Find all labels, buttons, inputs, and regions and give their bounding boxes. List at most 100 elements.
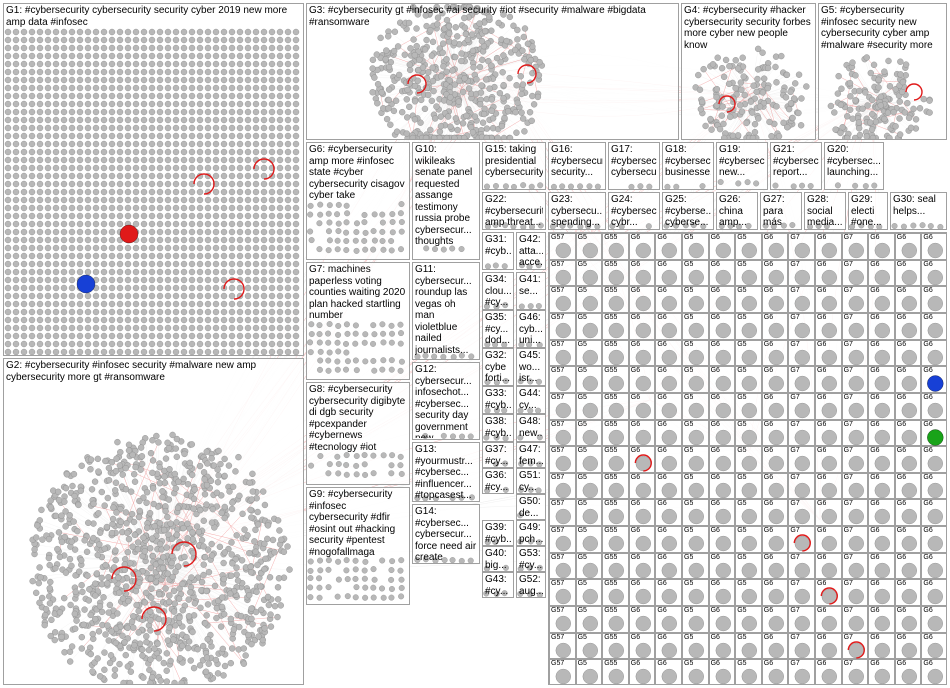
micro-group-cell: G55 — [602, 393, 629, 420]
micro-group-cell: G57 — [549, 526, 576, 553]
micro-group-cell: G6 — [629, 659, 656, 685]
micro-group-cell: G5 — [576, 233, 603, 260]
group-panel-g23: G23: cybersecu... spending... — [548, 192, 606, 230]
micro-group-cell: G5 — [682, 340, 709, 367]
micro-group-cell: G6 — [921, 499, 947, 526]
micro-group-cell: G6 — [762, 446, 789, 473]
micro-group-cell: G6 — [762, 659, 789, 685]
micro-group-cell: G6 — [868, 553, 895, 580]
micro-group-cell: G6 — [815, 313, 842, 340]
micro-group-cell: G5 — [735, 313, 762, 340]
micro-group-cell: G5 — [735, 526, 762, 553]
micro-group-cell: G5 — [576, 553, 603, 580]
micro-group-cell: G5 — [576, 420, 603, 447]
micro-group-cell: G55 — [602, 633, 629, 660]
micro-group-cell: G6 — [895, 313, 922, 340]
group-panel-g7: G7: machines paperless voting counties w… — [306, 262, 410, 380]
group-panel-g46: G46: cyb... uni... — [516, 310, 546, 348]
group-panel-g12: G12: cybersecur... infosechot... #cybers… — [412, 362, 480, 440]
micro-group-cell: G6 — [629, 260, 656, 287]
micro-group-cell: G6 — [762, 233, 789, 260]
micro-group-cell: G55 — [602, 286, 629, 313]
micro-group-cell: G5 — [735, 633, 762, 660]
micro-group-cell: G6 — [895, 340, 922, 367]
small-group-grid: G57G5G55G6G6G5G6G5G6G7G6G7G6G6G6G57G5G55… — [548, 232, 947, 685]
micro-group-cell: G6 — [762, 340, 789, 367]
micro-group-cell: G7 — [788, 499, 815, 526]
micro-group-cell: G6 — [709, 606, 736, 633]
micro-group-cell: G5 — [682, 393, 709, 420]
network-treemap-diagram: G1: #cybersecurity cybersecurity securit… — [0, 0, 950, 688]
micro-group-cell: G7 — [788, 526, 815, 553]
group-panel-g42: G42: atta... acce... — [516, 232, 546, 270]
micro-group-cell: G6 — [895, 260, 922, 287]
micro-group-cell: G57 — [549, 579, 576, 606]
micro-group-cell: G6 — [815, 233, 842, 260]
micro-group-cell: G6 — [868, 313, 895, 340]
micro-group-cell: G6 — [921, 526, 947, 553]
micro-group-cell: G6 — [895, 420, 922, 447]
micro-group-cell: G6 — [709, 340, 736, 367]
micro-group-cell: G6 — [868, 340, 895, 367]
group-panel-g17: G17: #cybersec... cybersecu... — [608, 142, 660, 190]
micro-group-cell: G6 — [709, 313, 736, 340]
micro-group-cell: G57 — [549, 553, 576, 580]
micro-group-cell: G6 — [762, 393, 789, 420]
micro-group-cell: G7 — [842, 366, 869, 393]
micro-group-cell: G7 — [842, 393, 869, 420]
micro-group-cell: G5 — [576, 446, 603, 473]
micro-group-cell: G6 — [655, 286, 682, 313]
micro-group-cell: G7 — [788, 313, 815, 340]
micro-group-cell: G7 — [788, 606, 815, 633]
micro-group-cell: G6 — [655, 633, 682, 660]
micro-group-cell: G7 — [788, 473, 815, 500]
micro-group-cell: G5 — [682, 553, 709, 580]
micro-group-cell: G6 — [921, 659, 947, 685]
micro-group-cell: G6 — [629, 393, 656, 420]
micro-group-cell: G6 — [709, 473, 736, 500]
micro-group-cell: G6 — [629, 579, 656, 606]
micro-group-cell: G57 — [549, 473, 576, 500]
micro-group-cell: G6 — [629, 313, 656, 340]
micro-group-cell: G5 — [682, 606, 709, 633]
micro-group-cell: G6 — [868, 446, 895, 473]
group-panel-g38: G38: #cyb... — [482, 414, 514, 442]
micro-group-cell: G5 — [576, 499, 603, 526]
micro-group-cell: G7 — [842, 446, 869, 473]
micro-group-cell: G6 — [629, 233, 656, 260]
micro-group-cell: G55 — [602, 313, 629, 340]
micro-group-cell: G7 — [788, 579, 815, 606]
micro-group-cell: G5 — [576, 313, 603, 340]
group-panel-g34: G34: clou... #cy... — [482, 272, 514, 310]
micro-group-cell: G7 — [842, 659, 869, 685]
micro-group-cell: G6 — [655, 553, 682, 580]
micro-group-cell: G6 — [815, 366, 842, 393]
micro-group-cell: G6 — [655, 579, 682, 606]
micro-group-cell: G6 — [709, 579, 736, 606]
micro-group-cell: G6 — [762, 286, 789, 313]
group-panel-g26: G26: china amp... — [716, 192, 758, 230]
micro-group-cell: G7 — [842, 340, 869, 367]
group-panel-g53: G53: #cy... — [516, 546, 546, 572]
micro-group-cell: G7 — [788, 260, 815, 287]
group-panel-g30: G30: seal helps... — [890, 192, 947, 230]
micro-group-cell: G6 — [895, 659, 922, 685]
micro-group-cell: G6 — [629, 446, 656, 473]
micro-group-cell: G5 — [735, 393, 762, 420]
micro-group-cell: G55 — [602, 473, 629, 500]
micro-group-cell: G5 — [682, 526, 709, 553]
group-panel-g4: G4: #cybersecurity #hacker cybersecurity… — [681, 3, 816, 140]
group-panel-g31: G31: #cyb... — [482, 232, 514, 270]
group-panel-g47: G47: fem... — [516, 442, 546, 468]
micro-group-cell: G6 — [629, 499, 656, 526]
micro-group-cell: G6 — [762, 499, 789, 526]
micro-group-cell: G6 — [655, 260, 682, 287]
micro-group-cell: G5 — [682, 579, 709, 606]
micro-group-cell: G5 — [576, 393, 603, 420]
micro-group-cell: G6 — [868, 606, 895, 633]
group-panel-g50: G50: de... — [516, 494, 546, 520]
group-panel-g37: G37: #cy... — [482, 442, 514, 468]
micro-group-cell: G55 — [602, 233, 629, 260]
micro-group-cell: G7 — [842, 633, 869, 660]
micro-group-cell: G5 — [735, 340, 762, 367]
